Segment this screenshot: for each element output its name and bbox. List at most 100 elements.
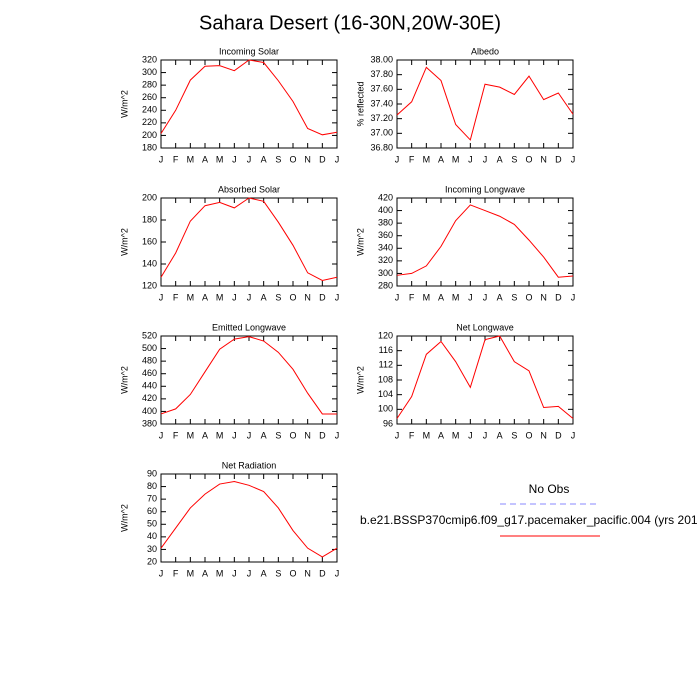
- x-tick-label: A: [261, 292, 267, 302]
- x-tick-label: J: [483, 292, 488, 302]
- plot-frame: [396, 197, 574, 287]
- y-tick-label: 420: [378, 192, 393, 202]
- y-tick-label: 220: [142, 117, 157, 127]
- x-tick-label: A: [497, 430, 503, 440]
- data-line: [160, 481, 338, 558]
- data-line: [396, 66, 574, 141]
- x-tick-label: A: [202, 430, 208, 440]
- y-tick-label: 37.80: [370, 69, 393, 79]
- x-tick-label: N: [540, 430, 547, 440]
- y-tick-label: 320: [378, 255, 393, 265]
- x-tick-label: A: [202, 568, 208, 578]
- x-tick-label: M: [216, 430, 224, 440]
- x-tick-label: D: [319, 430, 326, 440]
- y-tick-label: 120: [378, 330, 393, 340]
- x-tick-label: N: [304, 568, 311, 578]
- x-tick-label: J: [335, 154, 340, 164]
- y-tick-label: 20: [147, 556, 157, 566]
- x-tick-label: M: [423, 430, 431, 440]
- x-tick-label: J: [571, 154, 576, 164]
- x-tick-label: J: [247, 430, 252, 440]
- x-tick-label: M: [216, 568, 224, 578]
- x-tick-label: D: [555, 292, 562, 302]
- y-tick-label: 260: [142, 92, 157, 102]
- x-tick-label: M: [187, 154, 195, 164]
- y-axis-label: W/m^2: [355, 366, 365, 394]
- x-tick-label: A: [261, 568, 267, 578]
- y-tick-label: 96: [383, 418, 393, 428]
- x-tick-label: J: [483, 154, 488, 164]
- x-tick-label: J: [468, 154, 473, 164]
- x-tick-label: J: [247, 568, 252, 578]
- x-tick-label: M: [187, 430, 195, 440]
- x-tick-label: O: [289, 430, 296, 440]
- y-tick-label: 140: [142, 258, 157, 268]
- x-tick-label: J: [232, 292, 237, 302]
- x-tick-label: A: [497, 154, 503, 164]
- y-axis-label: W/m^2: [119, 228, 129, 256]
- x-tick-label: F: [409, 292, 415, 302]
- x-tick-label: N: [540, 154, 547, 164]
- y-axis-label: W/m^2: [355, 228, 365, 256]
- x-tick-label: J: [571, 292, 576, 302]
- x-tick-label: J: [335, 292, 340, 302]
- y-tick-label: 400: [142, 406, 157, 416]
- panel-title: Incoming Longwave: [445, 184, 525, 194]
- plot-frame: [160, 473, 338, 563]
- plot-frame: [396, 335, 574, 425]
- y-tick-label: 40: [147, 531, 157, 541]
- y-tick-label: 520: [142, 330, 157, 340]
- x-tick-label: O: [289, 154, 296, 164]
- x-tick-label: D: [555, 430, 562, 440]
- figure-title: Sahara Desert (16-30N,20W-30E): [199, 12, 501, 34]
- x-tick-label: J: [395, 154, 400, 164]
- x-tick-label: M: [452, 154, 460, 164]
- y-tick-label: 37.00: [370, 128, 393, 138]
- y-tick-label: 37.60: [370, 84, 393, 94]
- y-tick-label: 380: [142, 418, 157, 428]
- y-tick-label: 108: [378, 374, 393, 384]
- x-tick-label: J: [232, 568, 237, 578]
- x-tick-label: J: [159, 568, 164, 578]
- x-tick-label: J: [159, 430, 164, 440]
- x-tick-label: M: [452, 292, 460, 302]
- x-tick-label: N: [304, 154, 311, 164]
- y-axis-label: W/m^2: [119, 504, 129, 532]
- y-tick-label: 36.80: [370, 142, 393, 152]
- y-tick-label: 280: [142, 80, 157, 90]
- panel-title: Absorbed Solar: [218, 184, 280, 194]
- data-line: [396, 335, 574, 419]
- x-tick-label: M: [216, 154, 224, 164]
- x-tick-label: M: [187, 292, 195, 302]
- y-tick-label: 380: [378, 218, 393, 228]
- x-tick-label: J: [335, 430, 340, 440]
- x-tick-label: A: [497, 292, 503, 302]
- x-tick-label: J: [159, 292, 164, 302]
- y-tick-label: 400: [378, 205, 393, 215]
- panel-title: Emitted Longwave: [212, 322, 286, 332]
- y-tick-label: 200: [142, 130, 157, 140]
- y-tick-label: 440: [142, 381, 157, 391]
- x-tick-label: J: [571, 430, 576, 440]
- x-tick-label: N: [540, 292, 547, 302]
- y-tick-label: 30: [147, 544, 157, 554]
- x-tick-label: M: [216, 292, 224, 302]
- x-tick-label: J: [395, 430, 400, 440]
- x-tick-label: S: [511, 292, 517, 302]
- x-tick-label: J: [395, 292, 400, 302]
- x-tick-label: S: [511, 154, 517, 164]
- x-tick-label: J: [247, 154, 252, 164]
- data-line: [160, 336, 337, 415]
- y-tick-label: 100: [378, 404, 393, 414]
- x-tick-label: J: [232, 430, 237, 440]
- x-tick-label: F: [409, 154, 415, 164]
- x-tick-label: N: [304, 292, 311, 302]
- y-tick-label: 460: [142, 368, 157, 378]
- y-tick-label: 420: [142, 393, 157, 403]
- x-tick-label: S: [275, 430, 281, 440]
- data-line: [160, 59, 338, 136]
- x-tick-label: A: [202, 154, 208, 164]
- x-tick-label: D: [319, 568, 326, 578]
- plot-frame: [160, 335, 338, 425]
